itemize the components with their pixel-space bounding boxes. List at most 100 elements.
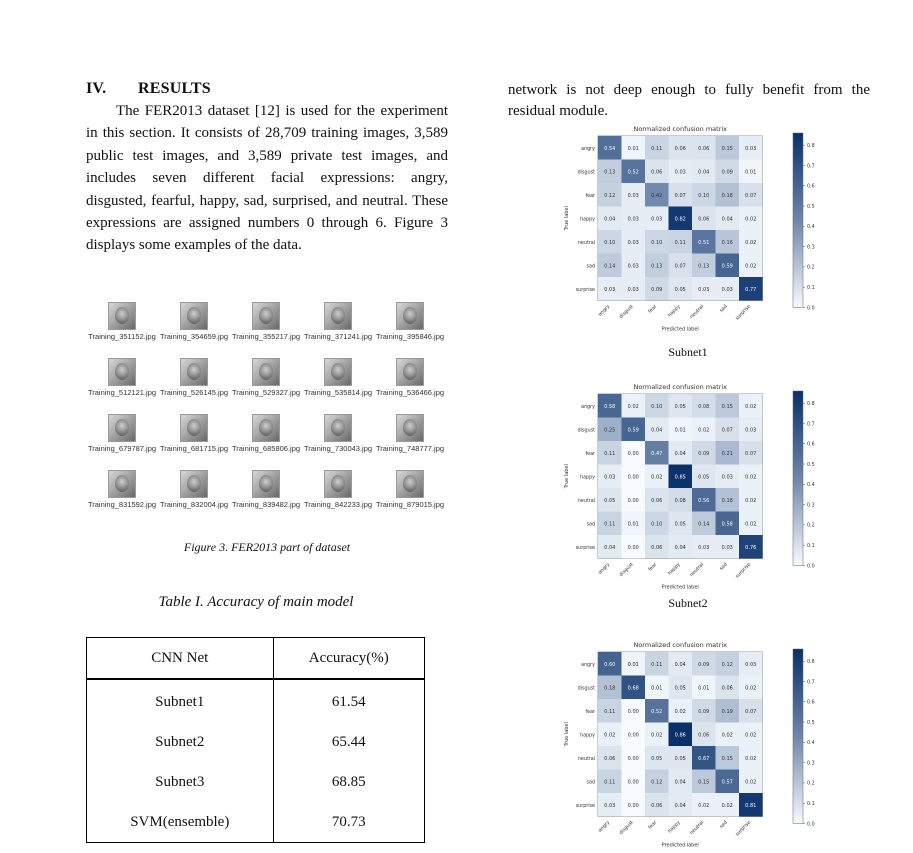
row-label: happy xyxy=(580,216,595,222)
matrix-cell xyxy=(668,253,692,277)
cell-value: 0.06 xyxy=(698,146,709,152)
cell-value: 0.08 xyxy=(675,498,686,504)
face-image xyxy=(180,302,208,330)
cell-value: 0.60 xyxy=(604,662,615,668)
cell-value: 0.09 xyxy=(651,287,662,293)
matrix-cell xyxy=(621,699,645,723)
cell-value: 0.02 xyxy=(745,263,756,269)
matrix-cell xyxy=(645,722,669,746)
cell-value: 0.00 xyxy=(628,498,639,504)
matrix-cell xyxy=(645,136,669,160)
cell-value: 0.19 xyxy=(722,709,733,715)
matrix-cell xyxy=(692,277,716,301)
matrix-cell xyxy=(598,417,622,441)
matrix-cell xyxy=(598,183,622,207)
cell-value: 0.07 xyxy=(745,193,756,199)
matrix-cell xyxy=(645,230,669,254)
matrix-cell xyxy=(668,793,692,817)
matrix-cell xyxy=(621,253,645,277)
cell-value: 0.02 xyxy=(698,427,709,433)
colorbar-tick-label: 0.3 xyxy=(807,760,815,766)
cell-value: 0.03 xyxy=(628,240,639,246)
image-filename: Training_685806.jpg xyxy=(231,444,301,453)
colorbar-tick-label: 0.6 xyxy=(807,184,815,190)
image-filename: Training_730043.jpg xyxy=(303,444,373,453)
matrix-cell xyxy=(739,675,763,699)
cell-value: 0.06 xyxy=(604,756,615,762)
cell-value: 0.18 xyxy=(722,498,733,504)
face-image xyxy=(396,302,424,330)
colorbar-tick-label: 0.7 xyxy=(807,421,815,427)
cell-value: 0.07 xyxy=(675,193,686,199)
section-number: IV. xyxy=(86,80,107,97)
cell-value: 0.02 xyxy=(745,732,756,738)
row-label: surprise xyxy=(576,545,595,551)
cell-value: 0.03 xyxy=(698,545,709,551)
dataset-image-thumbnail: Training_748777.jpg xyxy=(374,414,446,453)
cell-value: 0.02 xyxy=(698,803,709,809)
matrix-cell xyxy=(739,769,763,793)
row-label: happy xyxy=(580,474,595,480)
colorbar-tick-label: 0.5 xyxy=(807,204,815,210)
cell-value: 0.06 xyxy=(698,732,709,738)
results-paragraph: The FER2013 dataset [12] is used for the… xyxy=(86,103,448,254)
cell-value: 0.03 xyxy=(745,662,756,668)
matrix-cell xyxy=(645,394,669,418)
cell-value: 0.06 xyxy=(651,498,662,504)
face-image xyxy=(180,470,208,498)
cell-value: 0.04 xyxy=(675,545,686,551)
matrix-cell xyxy=(692,769,716,793)
colorbar-tick-label: 0.3 xyxy=(807,502,815,508)
cell-value: 0.14 xyxy=(698,521,709,527)
cell-value: 0.09 xyxy=(698,662,709,668)
matrix-cell xyxy=(598,394,622,418)
cell-value: 0.68 xyxy=(628,685,639,691)
cell-value: 0.05 xyxy=(675,521,686,527)
matrix-cell xyxy=(645,183,669,207)
cell-value: 0.07 xyxy=(675,263,686,269)
dataset-image-thumbnail: Training_529327.jpg xyxy=(230,358,302,397)
matrix-cell xyxy=(715,136,739,160)
table-cell: 65.44 xyxy=(272,722,426,762)
cell-value: 0.05 xyxy=(675,404,686,410)
cell-value: 0.16 xyxy=(722,240,733,246)
column-label: happy xyxy=(667,562,682,577)
matrix-cell xyxy=(739,652,763,676)
cell-value: 0.02 xyxy=(745,216,756,222)
matrix-cell xyxy=(621,159,645,183)
cell-value: 0.04 xyxy=(722,216,733,222)
cell-value: 0.00 xyxy=(628,732,639,738)
table1-title: Table I. Accuracy of main model xyxy=(158,594,354,610)
matrix-cell xyxy=(692,793,716,817)
column-label: neutral xyxy=(689,820,705,836)
face-image xyxy=(108,470,136,498)
face-image xyxy=(324,302,352,330)
colorbar-tick-label: 0.0 xyxy=(807,563,815,569)
table-cell: Subnet3 xyxy=(86,762,274,802)
matrix-cell xyxy=(645,699,669,723)
cell-value: 0.13 xyxy=(604,169,615,175)
y-axis-label: True label xyxy=(564,464,570,489)
column-label: fear xyxy=(647,820,658,831)
row-label: fear xyxy=(585,451,595,457)
cell-value: 0.02 xyxy=(745,685,756,691)
matrix-cell xyxy=(692,417,716,441)
cell-value: 0.00 xyxy=(628,779,639,785)
face-image xyxy=(108,414,136,442)
cell-value: 0.04 xyxy=(675,803,686,809)
colorbar-tick-label: 0.6 xyxy=(807,700,815,706)
row-label: disgust xyxy=(578,427,595,433)
cell-value: 0.58 xyxy=(604,404,615,410)
cell-value: 0.04 xyxy=(675,779,686,785)
matrix-cell xyxy=(645,488,669,512)
matrix-cell xyxy=(668,746,692,770)
matrix-cell xyxy=(598,230,622,254)
matrix-cell xyxy=(739,277,763,301)
cell-value: 0.01 xyxy=(628,146,639,152)
face-image xyxy=(252,302,280,330)
dataset-image-thumbnail: Training_351152.jpg xyxy=(86,302,158,341)
matrix-cell xyxy=(692,699,716,723)
matrix-cell xyxy=(715,675,739,699)
dataset-image-thumbnail: Training_395846.jpg xyxy=(374,302,446,341)
cell-value: 0.18 xyxy=(722,193,733,199)
